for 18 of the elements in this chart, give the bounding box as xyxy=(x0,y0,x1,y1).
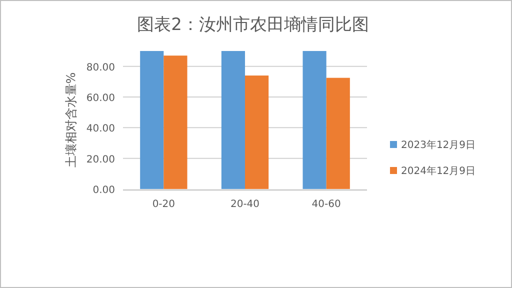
y-axis-title: 土壤相对含水量% xyxy=(64,72,78,168)
y-tick-label: 80.00 xyxy=(86,62,115,74)
x-tick-label: 0-20 xyxy=(152,199,176,210)
bar xyxy=(302,51,326,189)
y-tick-label: 60.00 xyxy=(86,93,115,104)
y-tick-label: 20.00 xyxy=(86,154,115,166)
y-tick-label: 40.00 xyxy=(86,124,115,135)
bar xyxy=(221,51,245,189)
legend-label: 2024年12月9日 xyxy=(401,165,476,177)
bar xyxy=(326,78,350,189)
bar xyxy=(164,56,188,189)
bar xyxy=(245,76,269,189)
bar xyxy=(140,51,164,189)
x-tick-label: 20-40 xyxy=(230,199,260,210)
chart-title: 图表2：汝州市农田墒情同比图 xyxy=(137,15,369,35)
y-tick-label: 0.00 xyxy=(92,185,115,196)
x-tick-label: 40-60 xyxy=(312,199,341,210)
legend-label: 2023年12月9日 xyxy=(401,139,476,151)
